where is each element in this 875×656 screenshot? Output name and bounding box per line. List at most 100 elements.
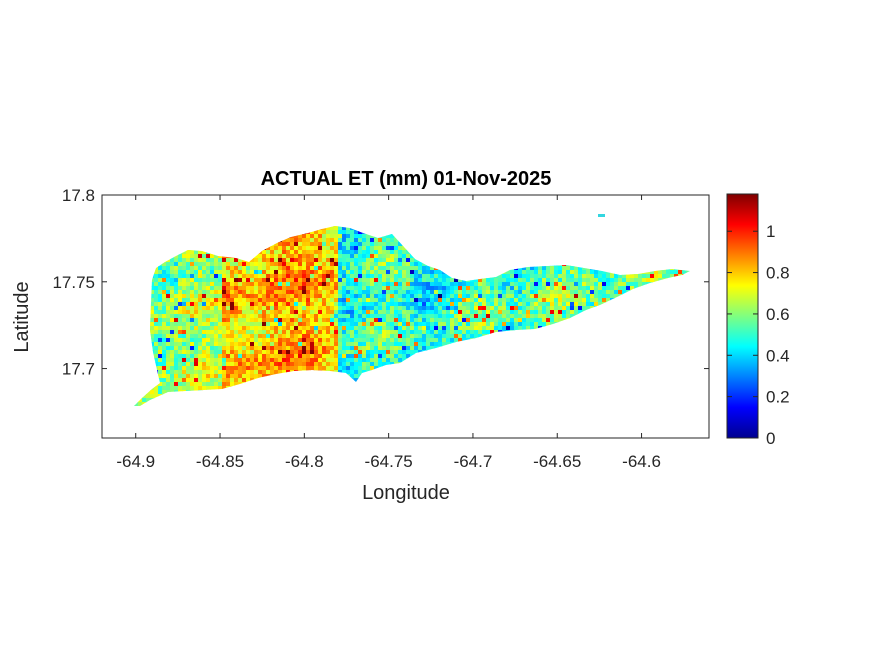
heatmap-cell xyxy=(310,282,315,287)
heatmap-cell xyxy=(514,310,519,315)
heatmap-cell xyxy=(166,318,171,323)
heatmap-cell xyxy=(422,318,427,323)
heatmap-cell xyxy=(294,278,299,283)
heatmap-cell xyxy=(394,278,399,283)
heatmap-cell xyxy=(434,306,439,311)
heatmap-cell xyxy=(502,282,507,287)
heatmap-cell xyxy=(366,258,371,263)
heatmap-cell xyxy=(286,250,291,255)
heatmap-cell xyxy=(438,342,443,347)
heatmap-cell xyxy=(334,254,339,259)
heatmap-cell xyxy=(202,278,207,283)
heatmap-cell xyxy=(422,286,427,291)
heatmap-cell xyxy=(430,266,435,271)
heatmap-cell xyxy=(534,326,539,331)
heatmap-cell xyxy=(374,290,379,295)
heatmap-cell xyxy=(358,242,363,247)
heatmap-cell xyxy=(382,278,387,283)
heatmap-cell xyxy=(550,306,555,311)
heatmap-cell xyxy=(354,306,359,311)
heatmap-cell xyxy=(234,330,239,335)
heatmap-cell xyxy=(650,270,655,275)
heatmap-cell xyxy=(266,298,271,303)
heatmap-cell xyxy=(174,282,179,287)
heatmap-cell xyxy=(166,342,171,347)
heatmap-cell xyxy=(310,350,315,355)
heatmap-cell xyxy=(310,278,315,283)
heatmap-cell xyxy=(270,326,275,331)
heatmap-cell xyxy=(390,286,395,291)
heatmap-cell xyxy=(306,350,311,355)
heatmap-cell xyxy=(310,250,315,255)
heatmap-cell xyxy=(238,270,243,275)
heatmap-cell xyxy=(354,294,359,299)
heatmap-cell xyxy=(386,354,391,359)
heatmap-cell xyxy=(430,286,435,291)
heatmap-cell xyxy=(186,262,191,267)
heatmap-cell xyxy=(290,318,295,323)
heatmap-cell xyxy=(354,250,359,255)
heatmap-cell xyxy=(262,250,267,255)
heatmap-cell xyxy=(394,286,399,291)
heatmap-cell xyxy=(474,326,479,331)
heatmap-cell xyxy=(386,346,391,351)
heatmap-cell xyxy=(314,234,319,239)
heatmap-cell xyxy=(234,306,239,311)
heatmap-cell xyxy=(370,242,375,247)
heatmap-cell xyxy=(298,326,303,331)
heatmap-cell xyxy=(222,278,227,283)
heatmap-cell xyxy=(194,294,199,299)
heatmap-cell xyxy=(298,338,303,343)
heatmap-cell xyxy=(306,290,311,295)
heatmap-cell xyxy=(346,330,351,335)
heatmap-cell xyxy=(378,350,383,355)
heatmap-cell xyxy=(506,274,511,279)
heatmap-cell xyxy=(394,322,399,327)
heatmap-cell xyxy=(410,350,415,355)
heatmap-cell xyxy=(506,298,511,303)
heatmap-cell xyxy=(190,362,195,367)
heatmap-cell xyxy=(454,278,459,283)
heatmap-cell xyxy=(578,286,583,291)
heatmap-cell xyxy=(370,318,375,323)
heatmap-cell xyxy=(202,282,207,287)
heatmap-cell xyxy=(374,354,379,359)
heatmap-cell xyxy=(314,338,319,343)
heatmap-cell xyxy=(178,354,183,359)
heatmap-cell xyxy=(246,262,251,267)
heatmap-cell xyxy=(422,306,427,311)
heatmap-cell xyxy=(194,358,199,363)
heatmap-cell xyxy=(358,302,363,307)
heatmap-cell xyxy=(306,310,311,315)
heatmap-cell xyxy=(222,262,227,267)
heatmap-cell xyxy=(414,282,419,287)
heatmap-cell xyxy=(162,326,167,331)
heatmap-cell xyxy=(342,286,347,291)
heatmap-cell xyxy=(394,246,399,251)
heatmap-cell xyxy=(510,282,515,287)
heatmap-cell xyxy=(402,350,407,355)
heatmap-cell xyxy=(198,326,203,331)
heatmap-cell xyxy=(166,354,171,359)
heatmap-cell xyxy=(338,262,343,267)
heatmap-cell xyxy=(394,290,399,295)
heatmap-cell xyxy=(386,326,391,331)
heatmap-cell xyxy=(242,274,247,279)
heatmap-cell xyxy=(206,334,211,339)
heatmap-cell xyxy=(410,266,415,271)
heatmap-cell xyxy=(238,306,243,311)
heatmap-cell xyxy=(366,358,371,363)
heatmap-cell xyxy=(586,302,591,307)
heatmap-cell xyxy=(526,282,531,287)
heatmap-cell xyxy=(366,250,371,255)
heatmap-cell xyxy=(394,310,399,315)
heatmap-cell xyxy=(382,306,387,311)
heatmap-cell xyxy=(330,242,335,247)
heatmap-cell xyxy=(274,286,279,291)
heatmap-cell xyxy=(406,290,411,295)
heatmap-cell xyxy=(330,278,335,283)
heatmap-cell xyxy=(278,254,283,259)
heatmap-cell xyxy=(298,262,303,267)
heatmap-cell xyxy=(234,298,239,303)
heatmap-cell xyxy=(238,330,243,335)
